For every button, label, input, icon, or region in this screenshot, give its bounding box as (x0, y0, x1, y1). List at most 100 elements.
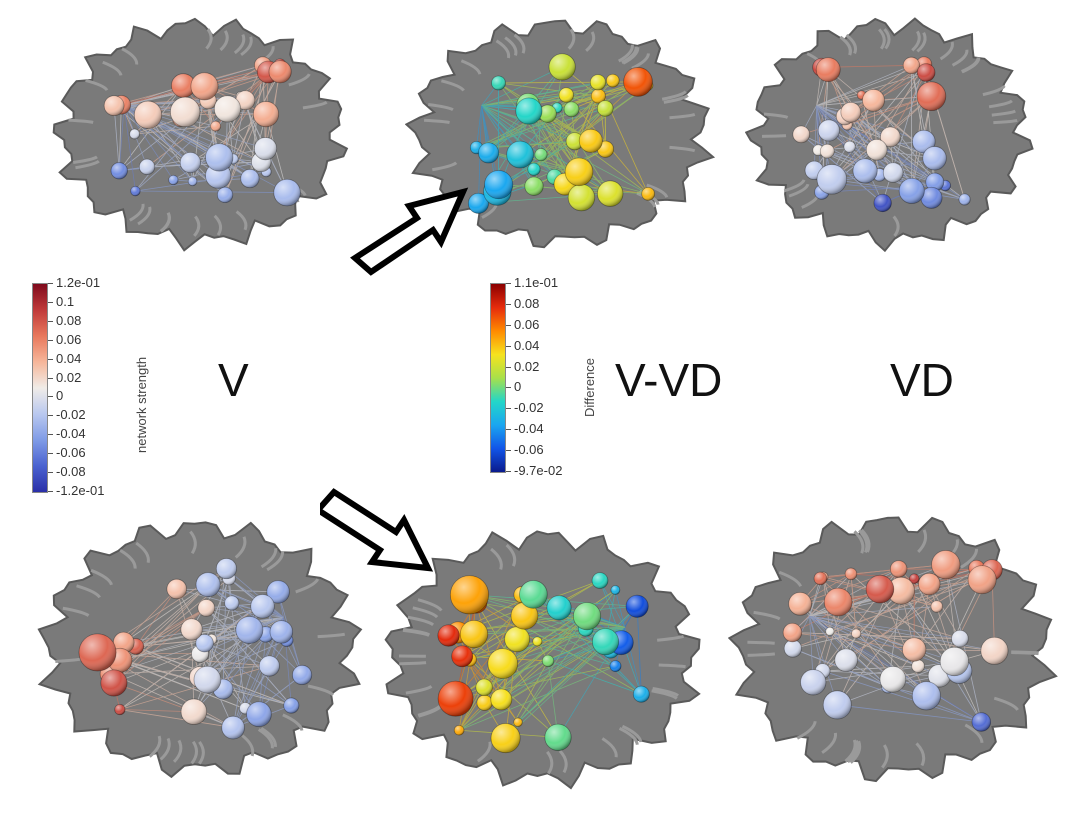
network-edge (505, 660, 549, 739)
network-node-shade (246, 701, 272, 727)
network-node-shade (506, 141, 534, 168)
network-edge (119, 603, 262, 710)
network-node-shade (784, 639, 802, 658)
brain-gyrus (257, 728, 274, 749)
brain-gyrus (917, 529, 928, 553)
network-edge (258, 634, 267, 715)
brain-gyrus (504, 36, 518, 56)
network-edge (809, 606, 937, 617)
network-edge (180, 117, 262, 163)
network-node-shade (566, 132, 584, 150)
network-edge (822, 665, 919, 672)
network-edge (118, 105, 125, 171)
network-node-shade (843, 141, 856, 153)
colorbar-tick-label: 1.2e-01 (47, 275, 101, 290)
network-node-shade (633, 686, 650, 703)
network-edge (134, 125, 216, 135)
network-node-shade (623, 67, 653, 97)
brain-gyrus (753, 610, 781, 621)
network-edge (123, 588, 178, 643)
network-node-shade (817, 164, 847, 195)
brain-network-top-v (52, 17, 349, 252)
brain-gyrus (302, 100, 328, 110)
brain-gyrus (669, 112, 696, 120)
network-edge (224, 64, 281, 196)
network-edge (232, 639, 288, 728)
brain-silhouette (52, 17, 349, 252)
network-edge (816, 72, 927, 106)
brain-gyrus (558, 749, 568, 774)
network-node-shade (783, 623, 802, 642)
label-vd: VD (890, 354, 954, 406)
network-edge (556, 107, 611, 194)
network-node-shade (824, 588, 853, 616)
network-edge (829, 631, 919, 667)
brain-gyrus (90, 568, 113, 586)
network-node-shade (912, 130, 936, 153)
label-v: V (218, 354, 249, 406)
network-edge (191, 568, 227, 630)
network-node-shade (78, 633, 117, 672)
brain-gyrus (911, 30, 921, 52)
brain-gyrus (788, 183, 810, 198)
network-edge (476, 105, 482, 148)
brain-gyrus (618, 44, 634, 63)
brain-gyrus (860, 528, 871, 553)
brain-gyrus (546, 750, 554, 775)
network-edge (809, 615, 915, 650)
network-edge (533, 85, 649, 170)
network-node-shade (606, 74, 620, 88)
network-node-shade (544, 724, 572, 751)
network-node-shade (549, 53, 576, 81)
network-edge (113, 682, 195, 713)
network-node-shade (180, 152, 201, 173)
network-node-shade (534, 148, 548, 161)
network-node-shade (205, 143, 233, 172)
colorbar-tick-label: 0 (505, 379, 522, 395)
brain-gyrus (1011, 650, 1039, 655)
brain-gyrus (658, 663, 686, 669)
network-node-shade (240, 169, 260, 188)
brain-gyrus (993, 118, 1018, 125)
network-node-shade (918, 573, 941, 595)
network-edge (822, 670, 940, 677)
network-edge (822, 573, 852, 672)
network-edge (475, 602, 559, 738)
network-node-shade (114, 704, 126, 715)
network-edge (458, 665, 616, 731)
brain-gyrus (441, 79, 465, 92)
brain-gyrus (761, 134, 787, 138)
network-node-shade (592, 628, 619, 655)
colorbar-tick-label: 0.04 (505, 337, 540, 353)
network-node-shade (880, 126, 901, 147)
network-edge (847, 95, 932, 126)
brain-gyrus (505, 543, 517, 567)
network-edge (827, 95, 932, 152)
network-node-shade (958, 193, 971, 206)
network-edge (799, 603, 915, 650)
brain-gyrus (883, 28, 891, 50)
network-node-shade (818, 119, 840, 142)
brain-gyrus (72, 155, 98, 164)
network-edge (206, 607, 292, 706)
network-node-shade (912, 681, 941, 710)
network-node-shade (193, 666, 221, 694)
network-node-shade (920, 187, 943, 209)
network-edge (113, 105, 120, 171)
colorbar-tick-label: -1.2e-01 (47, 483, 105, 498)
network-node-shade (883, 162, 904, 183)
network-edge (809, 578, 821, 617)
network-node-shade (196, 572, 221, 597)
brain-gyrus (241, 734, 255, 757)
network-edge (176, 588, 279, 593)
network-node-shade (930, 600, 943, 613)
network-edge (809, 615, 960, 640)
network-node-shade (491, 76, 506, 90)
brain-gyrus (821, 732, 838, 754)
label-v-vd: V-VD (615, 354, 723, 406)
brain-gyrus (266, 551, 285, 572)
arrow-bottom-icon (320, 488, 434, 572)
network-edge (519, 81, 639, 155)
network-edge (146, 64, 281, 168)
brain-gyrus (892, 215, 900, 237)
